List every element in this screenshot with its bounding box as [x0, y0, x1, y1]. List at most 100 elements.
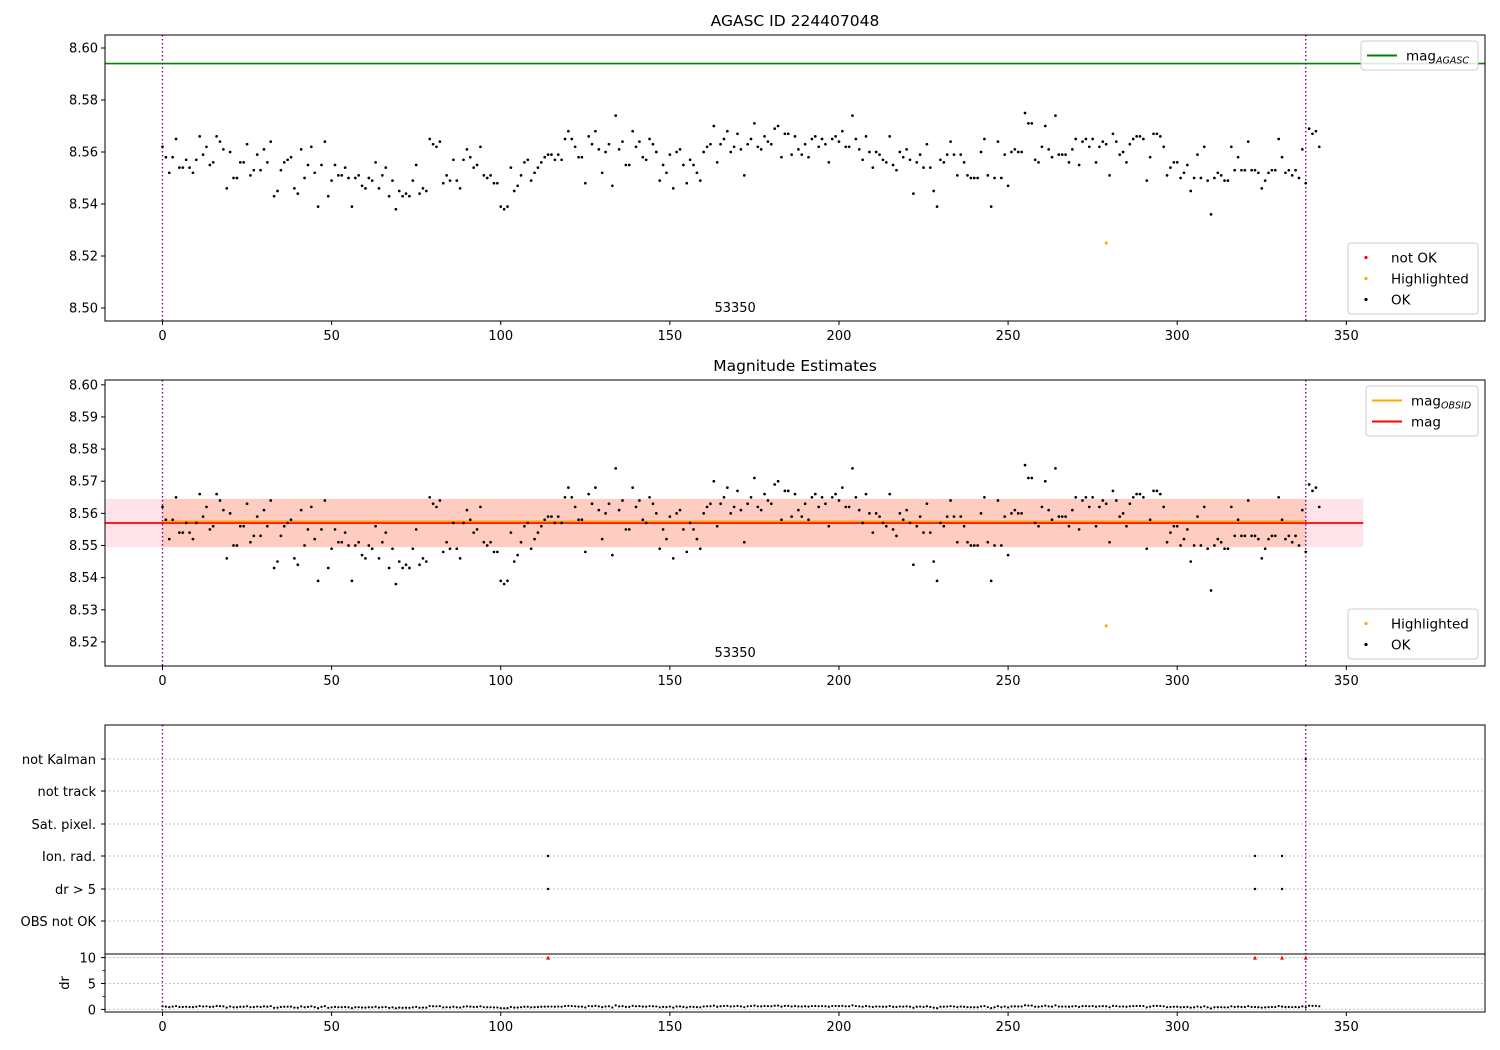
p2-ok-point	[1114, 499, 1118, 502]
p3-dr-point	[638, 1005, 641, 1008]
p2-ok-point	[989, 579, 993, 583]
p1-ok-point	[1172, 161, 1176, 164]
p1-ok-point	[935, 205, 939, 208]
p1-ok-point	[272, 194, 276, 198]
p3-dr-point	[546, 1005, 550, 1008]
p1-ok-point	[928, 166, 932, 169]
p2-ok-point	[912, 563, 915, 567]
p3-dr-point	[212, 1005, 215, 1008]
p1-ok-point	[932, 189, 936, 193]
p3-dr-point	[804, 1005, 807, 1008]
p3-dr-point	[672, 1006, 675, 1009]
p1-ok-point	[753, 122, 756, 125]
p3-dr-red-marker	[1253, 955, 1257, 960]
p3-dr-point	[269, 1005, 272, 1008]
p2-ok-point	[780, 518, 783, 522]
p2-ok-point	[499, 579, 503, 583]
p1-ok-point	[834, 135, 837, 138]
p1-xtick-label: 0	[158, 329, 166, 344]
p3-dr-point	[871, 1005, 874, 1009]
p1-xtick-label: 250	[996, 329, 1021, 344]
p1-ok-point	[1226, 179, 1230, 182]
p3-dr-point	[614, 1004, 617, 1007]
p2-ok-point	[394, 582, 398, 586]
p1-ok-point	[320, 163, 323, 167]
p3-xtick-label: 150	[657, 1020, 682, 1035]
p2-ok-point	[935, 579, 939, 583]
p3-dr-point	[557, 1005, 560, 1008]
p2-ok-point	[306, 528, 310, 531]
p1-ok-point	[296, 192, 300, 195]
p1-ok-point	[658, 179, 662, 182]
p2-ok-point	[506, 579, 509, 583]
p1-ok-point	[1229, 145, 1233, 149]
p1-ok-point	[1006, 184, 1010, 188]
p1-ok-point	[1240, 168, 1243, 172]
p2-ok-point	[857, 508, 861, 512]
p2-ok-point	[303, 544, 306, 547]
p3-dr-point	[350, 1007, 354, 1010]
p3-dr-point	[1162, 1005, 1165, 1008]
p3-dr-point	[790, 1005, 793, 1008]
p3-dr-point	[705, 1005, 709, 1008]
p3-dr-point	[1260, 1006, 1263, 1009]
p2-top-legend-box	[1365, 385, 1479, 437]
p1-ok-point	[807, 155, 810, 159]
p3-dr-point	[1044, 1004, 1047, 1007]
p3-dr-point	[668, 1005, 671, 1008]
p3-dr-point	[1105, 1005, 1108, 1008]
p1-ok-point	[614, 114, 618, 117]
p2-ok-point	[1314, 486, 1318, 490]
p3-dr-point	[881, 1005, 885, 1008]
p1-highlighted-point	[1104, 241, 1108, 245]
p2-ok-point	[675, 512, 678, 515]
p1-ok-point	[445, 174, 448, 177]
p2-ok-point	[1148, 518, 1152, 522]
p3-dr-point	[1264, 1006, 1267, 1009]
p2-ok-point	[1125, 524, 1128, 528]
p3-dr-point	[594, 1004, 597, 1007]
p3-dr-point	[1277, 1004, 1280, 1008]
p1-ok-point	[546, 153, 550, 156]
p1-ok-point	[597, 148, 601, 151]
p1-ok-point	[364, 187, 367, 190]
p2-ok-point	[333, 528, 337, 531]
p1-ok-point	[888, 135, 892, 138]
p1-ok-point	[1253, 168, 1257, 172]
p2-ok-point	[482, 540, 486, 544]
p1-ok-point	[979, 150, 983, 154]
p3-dr-point	[749, 1004, 753, 1008]
p1-ok-point	[925, 142, 929, 146]
p1-axes-frame	[104, 34, 1486, 322]
p3-dr-point	[976, 1006, 979, 1009]
p1-ok-point	[232, 176, 235, 180]
p2-ok-point	[1236, 518, 1240, 522]
p1-ok-point	[1047, 148, 1051, 151]
p2-ok-point	[983, 495, 986, 499]
p1-ok-point	[668, 153, 672, 156]
p2-ok-point	[374, 524, 377, 528]
p3-category-label: OBS not OK	[21, 915, 97, 930]
p1-ok-point	[884, 161, 888, 164]
p1-ok-point	[184, 158, 188, 162]
p2-ok-point	[844, 505, 848, 509]
p1-ok-point	[746, 142, 749, 146]
p1-ok-point	[286, 158, 289, 162]
p3-dr-point	[452, 1005, 455, 1008]
p1-bottom-legend-label: Highlighted	[1391, 272, 1469, 288]
p3-dr-point	[1152, 1004, 1155, 1008]
p2-ok-point	[573, 505, 577, 509]
p2-ok-point	[1101, 499, 1105, 502]
p3-dr-point	[1061, 1005, 1064, 1008]
p2-ok-point	[736, 489, 739, 493]
p2-ok-point	[1064, 515, 1067, 518]
p3-dr-point	[252, 1005, 255, 1009]
p1-ok-point	[171, 155, 174, 159]
p1-ok-point	[719, 142, 722, 146]
p1-xtick-label: 300	[1165, 329, 1190, 344]
p3-dr-point	[675, 1005, 678, 1008]
p3-flag-point	[546, 854, 550, 858]
p1-ok-point	[1301, 148, 1304, 151]
p1-ok-point	[276, 189, 279, 193]
